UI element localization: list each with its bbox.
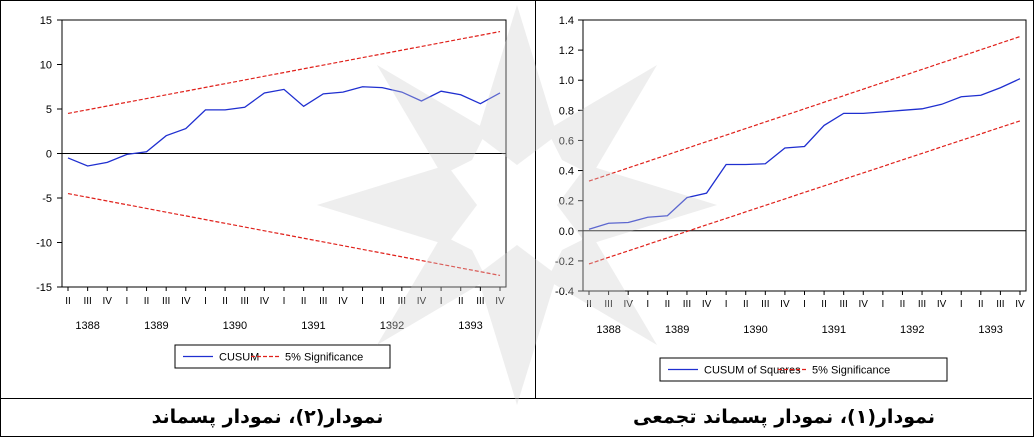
y-tick-label: 0.2 [559,196,574,208]
x-quarter-label: IV [103,296,113,307]
y-tick-label: 0.0 [559,226,574,238]
significance-bound-line [67,30,501,115]
y-tick-label: -0.4 [555,286,574,298]
y-tick-label: 15 [40,15,52,27]
x-quarter-label: II [900,299,906,310]
y-tick-label: 0.8 [559,105,574,117]
x-quarter-label: II [978,299,984,310]
x-quarter-label: III [683,299,691,310]
y-tick-label: -15 [36,282,52,294]
x-quarter-label: I [204,296,207,307]
x-quarter-label: III [476,296,484,307]
x-quarter-label: I [126,296,129,307]
x-quarter-label: IV [702,299,712,310]
x-year-label: 1392 [380,320,404,332]
x-quarter-label: III [840,299,848,310]
legend-box [174,344,391,369]
x-quarter-label: IV [417,296,427,307]
x-quarter-label: III [241,296,249,307]
y-tick-label: 1.4 [559,15,574,27]
y-tick-label: 5 [46,104,52,116]
x-quarter-label: IV [260,296,270,307]
x-quarter-label: II [222,296,228,307]
x-quarter-label: I [283,296,286,307]
x-quarter-label: IV [623,299,633,310]
x-quarter-label: III [398,296,406,307]
x-quarter-label: III [83,296,91,307]
y-tick-label: 10 [40,60,52,72]
right-chart-group: 1.41.21.00.80.60.40.20.0-0.2-0.4II III IV I… [555,15,1027,382]
x-quarter-label: IV [937,299,947,310]
x-quarter-label: II [665,299,671,310]
x-quarter-label: II [65,296,71,307]
x-quarter-label: III [996,299,1004,310]
x-quarter-label: I [725,299,728,310]
x-quarter-label: IV [495,296,505,307]
legend-label-bounds: 5% Significance [285,352,363,364]
y-tick-label: 0 [46,149,52,161]
x-year-label: 1389 [144,320,168,332]
x-year-label: 1388 [75,320,99,332]
x-quarter-label: III [604,299,612,310]
x-quarter-label: I [646,299,649,310]
x-year-label: 1391 [301,320,325,332]
x-quarter-label: II [144,296,150,307]
legend-label-bounds: 5% Significance [812,365,890,377]
legend-label-series: CUSUM [219,352,259,364]
x-year-label: 1391 [822,324,846,336]
x-quarter-label: III [162,296,170,307]
caption-divider [0,398,1032,399]
x-quarter-label: IV [780,299,790,310]
y-tick-label: 0.6 [559,135,574,147]
y-tick-label: 1.2 [559,45,574,57]
x-quarter-label: I [881,299,884,310]
x-quarter-label: III [918,299,926,310]
y-tick-label: 1.0 [559,75,574,87]
x-quarter-label: II [301,296,307,307]
y-tick-label: -0.2 [555,256,574,268]
x-quarter-label: II [458,296,464,307]
x-quarter-label: II [586,299,592,310]
x-year-label: 1390 [743,324,767,336]
y-tick-label: 0.4 [559,166,574,178]
significance-bound-line [588,35,1021,182]
x-quarter-label: IV [1015,299,1025,310]
x-quarter-label: IV [181,296,191,307]
panel-divider [535,0,536,398]
significance-bound-line [67,192,501,277]
x-quarter-label: I [960,299,963,310]
y-tick-label: -5 [42,193,52,205]
plot-area [582,19,1027,292]
x-year-label: 1393 [978,324,1002,336]
cusum-series-line [588,78,1021,230]
x-year-label: 1392 [900,324,924,336]
x-quarter-label: IV [859,299,869,310]
x-year-label: 1388 [596,324,620,336]
cusum-series-line [67,86,501,167]
y-tick-label: -10 [36,238,52,250]
legend-label-series: CUSUM of Squares [704,365,801,377]
x-quarter-label: II [379,296,385,307]
x-quarter-label: III [319,296,327,307]
caption-left: نمودار(۲)، نمودار پسماند [151,406,384,428]
significance-bound-line [588,120,1021,265]
x-quarter-label: IV [338,296,348,307]
x-quarter-label: I [440,296,443,307]
x-year-label: 1389 [665,324,689,336]
x-quarter-label: II [821,299,827,310]
x-year-label: 1390 [223,320,247,332]
x-quarter-label: I [803,299,806,310]
x-quarter-label: II [743,299,749,310]
caption-right: نمودار(۱)، نمودار پسماند تجمعی [633,406,935,428]
x-quarter-label: I [361,296,364,307]
x-quarter-label: III [761,299,769,310]
x-year-label: 1393 [458,320,482,332]
